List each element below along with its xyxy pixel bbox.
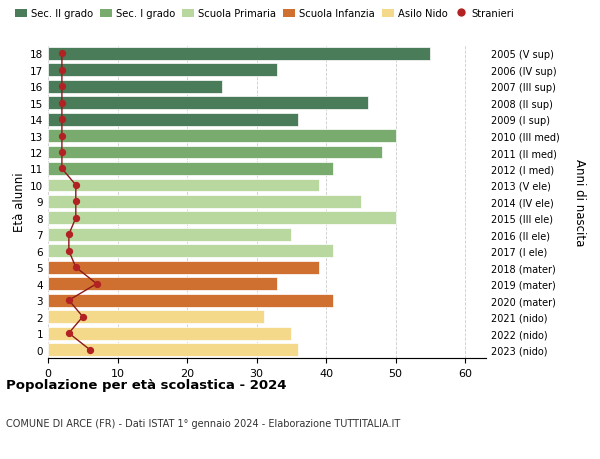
Bar	[48, 278, 277, 291]
Bar	[48, 343, 298, 356]
Point	[71, 215, 80, 222]
Bar	[48, 311, 263, 323]
Legend: Sec. II grado, Sec. I grado, Scuola Primaria, Scuola Infanzia, Asilo Nido, Stran: Sec. II grado, Sec. I grado, Scuola Prim…	[11, 5, 518, 23]
Y-axis label: Anni di nascita: Anni di nascita	[574, 158, 587, 246]
Point	[78, 313, 88, 321]
Point	[71, 198, 80, 206]
Bar	[48, 130, 395, 143]
Point	[92, 280, 101, 288]
Point	[57, 133, 67, 140]
Point	[64, 247, 74, 255]
Point	[64, 330, 74, 337]
Bar	[48, 97, 368, 110]
Point	[57, 165, 67, 173]
Point	[85, 346, 95, 353]
Bar	[48, 113, 298, 126]
Point	[57, 100, 67, 107]
Point	[57, 67, 67, 74]
Point	[64, 231, 74, 239]
Text: Popolazione per età scolastica - 2024: Popolazione per età scolastica - 2024	[6, 379, 287, 392]
Y-axis label: Età alunni: Età alunni	[13, 172, 26, 232]
Point	[57, 83, 67, 90]
Bar	[48, 229, 292, 241]
Bar	[48, 212, 395, 225]
Bar	[48, 146, 382, 159]
Bar	[48, 64, 277, 77]
Bar	[48, 261, 319, 274]
Bar	[48, 48, 430, 61]
Point	[57, 149, 67, 157]
Bar	[48, 81, 222, 93]
Bar	[48, 245, 333, 257]
Point	[71, 182, 80, 189]
Point	[57, 116, 67, 123]
Bar	[48, 179, 319, 192]
Point	[64, 297, 74, 304]
Text: COMUNE DI ARCE (FR) - Dati ISTAT 1° gennaio 2024 - Elaborazione TUTTITALIA.IT: COMUNE DI ARCE (FR) - Dati ISTAT 1° genn…	[6, 418, 400, 428]
Point	[57, 50, 67, 58]
Bar	[48, 327, 292, 340]
Bar	[48, 196, 361, 208]
Bar	[48, 294, 333, 307]
Point	[71, 264, 80, 271]
Bar	[48, 162, 333, 175]
